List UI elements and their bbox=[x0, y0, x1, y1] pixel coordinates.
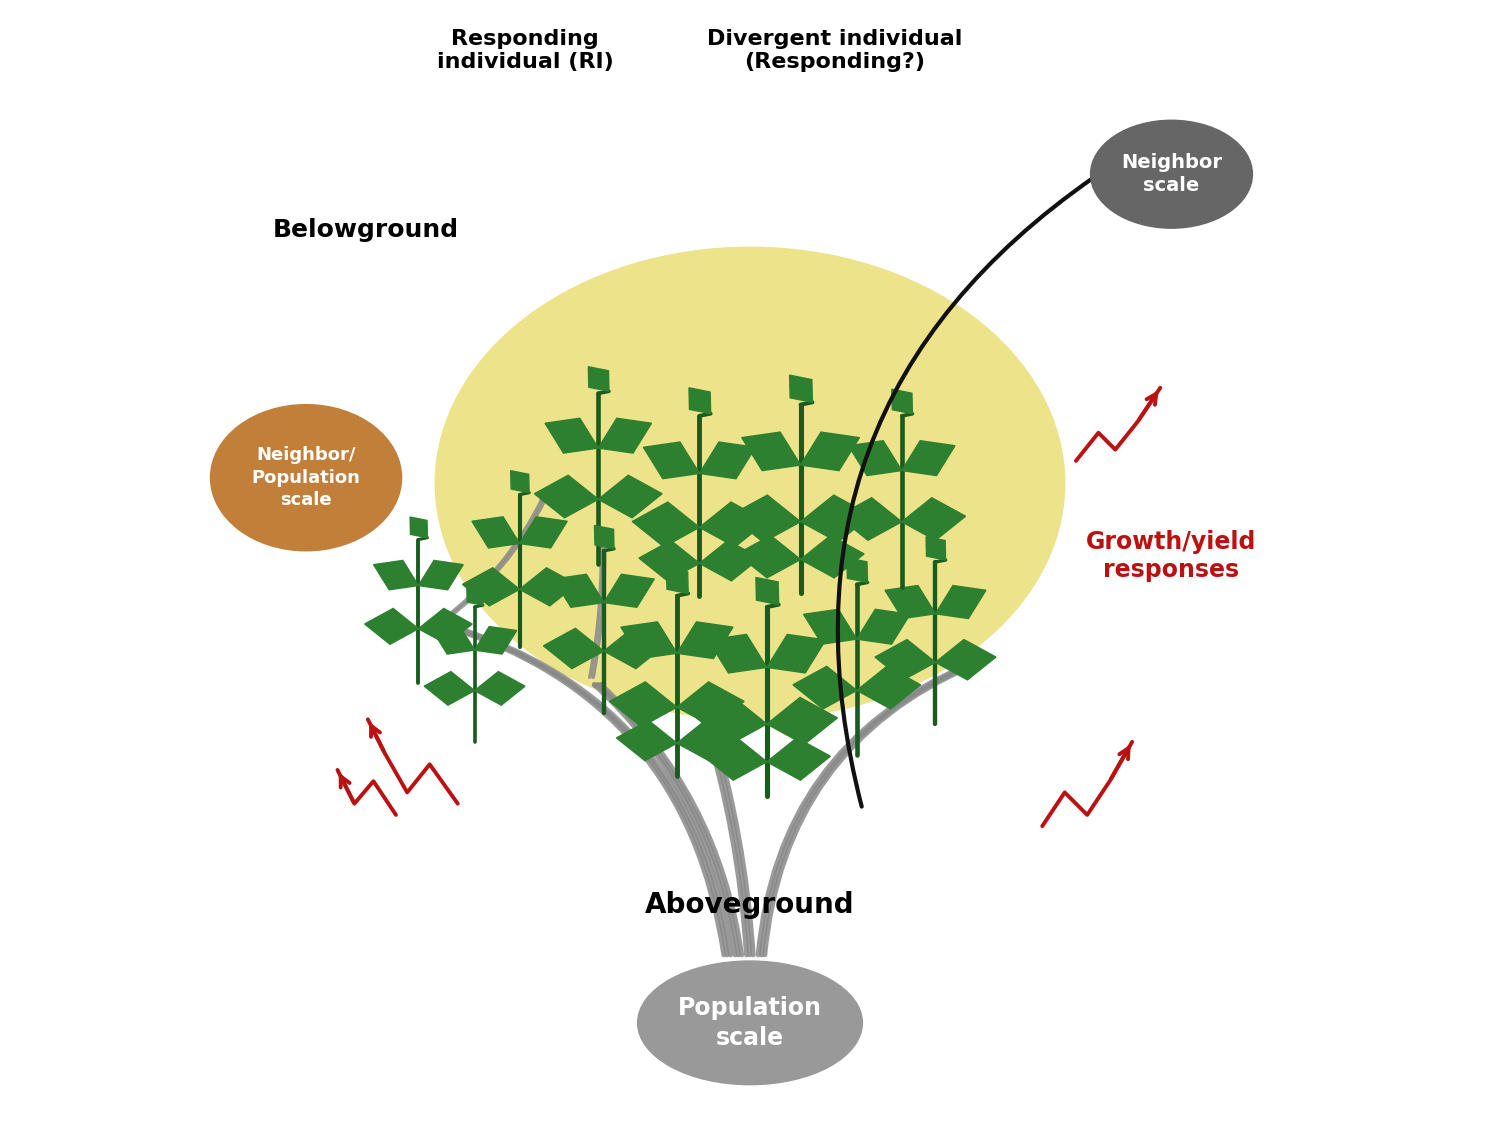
Polygon shape bbox=[472, 517, 519, 549]
Text: Belowground: Belowground bbox=[273, 218, 459, 243]
Polygon shape bbox=[544, 418, 598, 453]
Polygon shape bbox=[839, 498, 902, 541]
Polygon shape bbox=[885, 586, 936, 618]
FancyArrowPatch shape bbox=[602, 685, 741, 955]
Polygon shape bbox=[856, 609, 910, 644]
Polygon shape bbox=[510, 471, 530, 492]
Polygon shape bbox=[424, 671, 474, 705]
Polygon shape bbox=[474, 671, 525, 705]
Polygon shape bbox=[742, 432, 801, 471]
Polygon shape bbox=[534, 475, 598, 518]
Polygon shape bbox=[666, 568, 688, 593]
FancyArrowPatch shape bbox=[440, 500, 542, 623]
Polygon shape bbox=[519, 517, 567, 549]
Ellipse shape bbox=[1090, 120, 1252, 228]
Polygon shape bbox=[801, 495, 871, 542]
FancyArrowPatch shape bbox=[590, 534, 602, 678]
Polygon shape bbox=[766, 634, 825, 673]
Ellipse shape bbox=[435, 247, 1065, 719]
Polygon shape bbox=[847, 558, 867, 582]
Polygon shape bbox=[926, 537, 945, 560]
Polygon shape bbox=[466, 586, 483, 605]
Text: Neighbor/
Population
scale: Neighbor/ Population scale bbox=[252, 446, 360, 509]
Polygon shape bbox=[419, 561, 464, 590]
Polygon shape bbox=[598, 418, 651, 453]
Polygon shape bbox=[708, 634, 766, 673]
FancyArrowPatch shape bbox=[765, 665, 972, 955]
Polygon shape bbox=[696, 697, 766, 744]
Polygon shape bbox=[736, 535, 801, 578]
Polygon shape bbox=[936, 640, 996, 680]
Polygon shape bbox=[902, 498, 966, 541]
Polygon shape bbox=[604, 574, 654, 607]
Polygon shape bbox=[699, 502, 766, 547]
Polygon shape bbox=[892, 389, 912, 414]
Polygon shape bbox=[676, 682, 744, 727]
Ellipse shape bbox=[638, 961, 862, 1085]
FancyArrowPatch shape bbox=[442, 500, 546, 623]
Polygon shape bbox=[474, 626, 516, 654]
FancyArrowPatch shape bbox=[839, 178, 1094, 807]
Polygon shape bbox=[789, 375, 813, 402]
FancyArrowPatch shape bbox=[452, 626, 730, 955]
Polygon shape bbox=[676, 720, 738, 761]
Text: Growth/yield
responses: Growth/yield responses bbox=[1086, 531, 1257, 582]
Polygon shape bbox=[594, 526, 613, 549]
Polygon shape bbox=[432, 626, 474, 654]
Polygon shape bbox=[801, 432, 859, 471]
Polygon shape bbox=[902, 441, 956, 475]
FancyArrowPatch shape bbox=[758, 665, 964, 955]
FancyArrowPatch shape bbox=[762, 665, 969, 955]
Polygon shape bbox=[598, 475, 662, 518]
Text: Divergent individual
(Responding?): Divergent individual (Responding?) bbox=[706, 29, 962, 72]
Polygon shape bbox=[730, 495, 801, 542]
Polygon shape bbox=[410, 517, 428, 537]
Polygon shape bbox=[936, 586, 986, 618]
Ellipse shape bbox=[210, 405, 402, 551]
Text: Population
scale: Population scale bbox=[678, 996, 822, 1050]
Polygon shape bbox=[688, 388, 711, 414]
FancyArrowPatch shape bbox=[710, 720, 753, 955]
Text: Aboveground: Aboveground bbox=[645, 891, 855, 918]
Polygon shape bbox=[699, 442, 756, 479]
Polygon shape bbox=[639, 541, 699, 581]
Polygon shape bbox=[604, 628, 664, 669]
FancyArrowPatch shape bbox=[597, 685, 738, 955]
Polygon shape bbox=[462, 568, 519, 606]
Polygon shape bbox=[766, 697, 837, 744]
FancyArrowPatch shape bbox=[447, 626, 728, 955]
FancyArrowPatch shape bbox=[704, 720, 747, 955]
Polygon shape bbox=[801, 535, 864, 578]
Polygon shape bbox=[794, 667, 856, 709]
Polygon shape bbox=[874, 640, 936, 680]
FancyArrowPatch shape bbox=[594, 685, 735, 955]
FancyArrowPatch shape bbox=[706, 720, 750, 955]
Polygon shape bbox=[704, 737, 766, 780]
Polygon shape bbox=[699, 541, 760, 581]
Polygon shape bbox=[364, 608, 419, 644]
Polygon shape bbox=[374, 561, 419, 590]
Polygon shape bbox=[644, 442, 699, 479]
Polygon shape bbox=[419, 608, 472, 644]
FancyArrowPatch shape bbox=[444, 626, 724, 955]
Polygon shape bbox=[610, 682, 676, 727]
Polygon shape bbox=[554, 574, 604, 607]
Text: Responding
individual (RI): Responding individual (RI) bbox=[436, 29, 614, 72]
Polygon shape bbox=[543, 628, 604, 669]
Polygon shape bbox=[676, 622, 734, 659]
Polygon shape bbox=[849, 441, 901, 475]
Polygon shape bbox=[756, 578, 778, 605]
Polygon shape bbox=[766, 737, 831, 780]
Polygon shape bbox=[588, 366, 609, 391]
Polygon shape bbox=[804, 609, 856, 644]
Text: Neighbor
scale: Neighbor scale bbox=[1120, 153, 1222, 196]
Polygon shape bbox=[632, 502, 699, 547]
Polygon shape bbox=[856, 667, 921, 709]
FancyArrowPatch shape bbox=[592, 534, 604, 678]
Polygon shape bbox=[519, 568, 576, 606]
Polygon shape bbox=[621, 622, 676, 659]
Polygon shape bbox=[616, 720, 676, 761]
